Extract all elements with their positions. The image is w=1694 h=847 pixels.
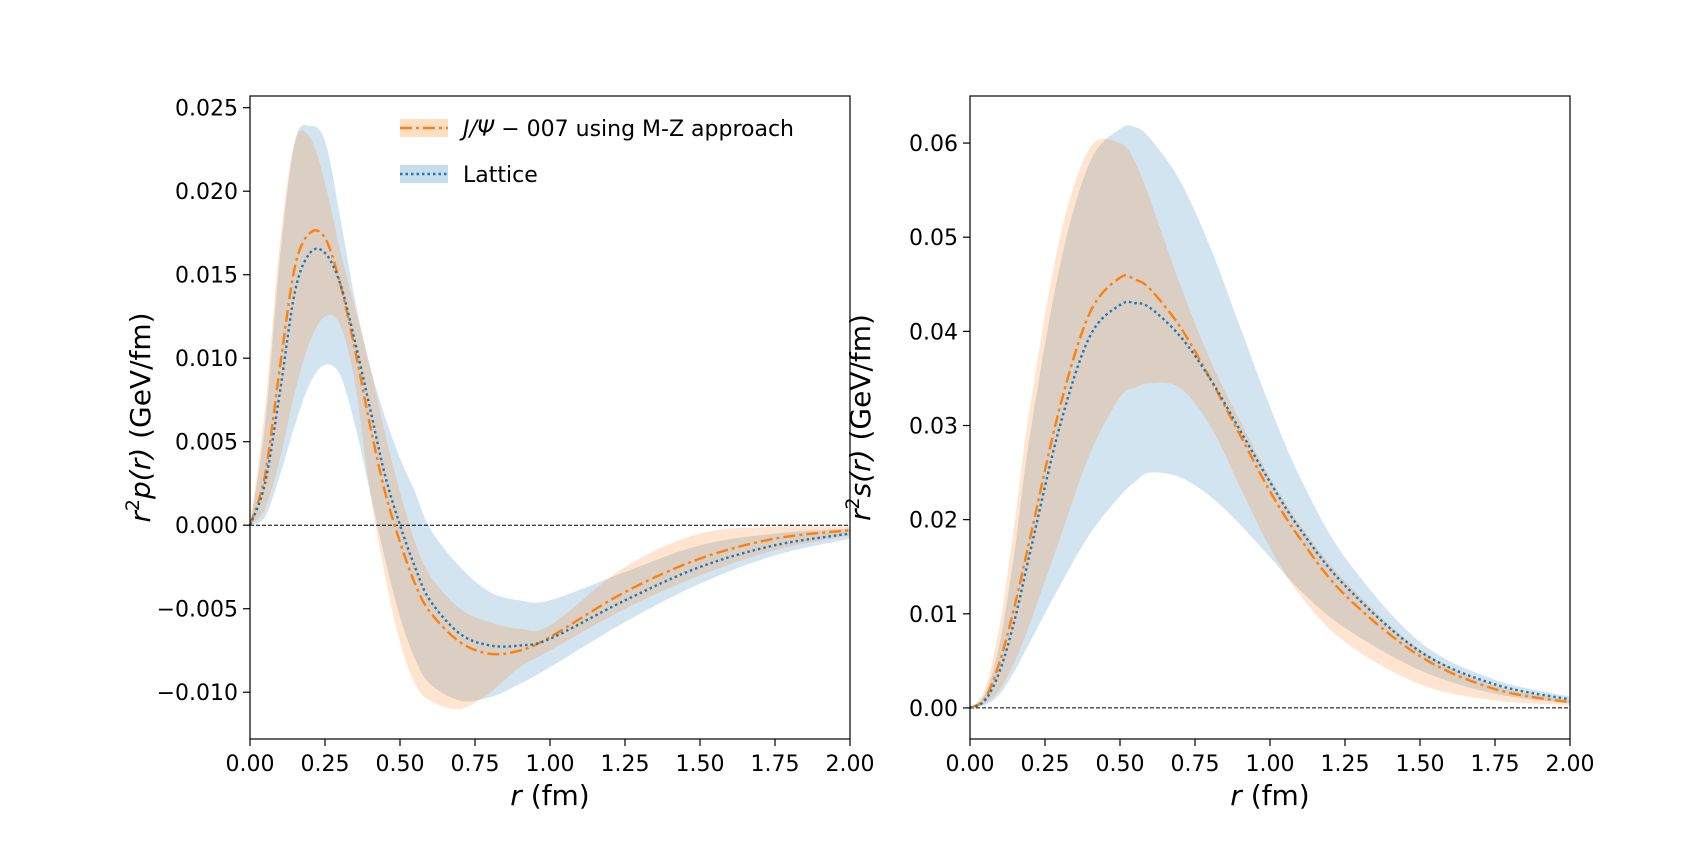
shear-ylabel-func: s(r) xyxy=(844,449,877,497)
pressure-lines xyxy=(248,229,851,656)
pressure-ytick-label: −0.005 xyxy=(157,598,238,623)
shear-xtick-label: 0.50 xyxy=(1096,752,1145,777)
shear-xtick-label: 1.25 xyxy=(1321,752,1370,777)
pressure-ylabel-r: r xyxy=(124,510,157,523)
pressure-ticks: 0.00 0.25 0.50 0.75 1.00 1.25 1.50 1.75 2.00 −0.0… xyxy=(157,97,875,777)
shear-ytick-label: 0.02 xyxy=(909,509,958,534)
legend: J/Ψ − 007 using M-Z approach Lattice xyxy=(400,117,794,188)
pressure-xlabel-var: r xyxy=(510,779,523,812)
pressure-bands xyxy=(250,125,850,710)
shear-line-jpsi xyxy=(969,274,1571,710)
shear-x-axis-label: r (fm) xyxy=(1230,779,1309,812)
shear-xlabel-var: r xyxy=(1230,779,1243,812)
pressure-xtick-label: 1.25 xyxy=(601,752,650,777)
shear-ticks: 0.00 0.25 0.50 0.75 1.00 1.25 1.50 1.75 2.00 0.00… xyxy=(909,132,1594,777)
pressure-ytick-label: −0.010 xyxy=(157,681,238,706)
shear-xtick-label: 1.75 xyxy=(1471,752,1520,777)
pressure-ylabel-unit: (GeV/fm) xyxy=(124,312,157,447)
legend-label-jpsi-rest: − 007 using M-Z approach xyxy=(494,117,794,142)
pressure-panel: 0.00 0.25 0.50 0.75 1.00 1.25 1.50 1.75 2.00 −0.0… xyxy=(122,95,875,812)
shear-y-axis-label: r2s(r) (GeV/fm) xyxy=(842,314,877,521)
shear-ytick-label: 0.03 xyxy=(909,415,958,440)
pressure-y-axis-label: r2p(r) (GeV/fm) xyxy=(122,312,157,522)
shear-band-lattice xyxy=(970,125,1570,708)
shear-xtick-label: 0.00 xyxy=(946,752,995,777)
shear-ylabel-r: r xyxy=(844,508,877,521)
pressure-ytick-label: 0.025 xyxy=(175,97,238,122)
pressure-ytick-label: 0.015 xyxy=(175,264,238,289)
legend-label-lattice: Lattice xyxy=(463,163,538,188)
shear-xtick-label: 1.00 xyxy=(1246,752,1295,777)
shear-ytick-label: 0.01 xyxy=(909,603,958,628)
pressure-ytick-label: 0.000 xyxy=(175,514,238,539)
shear-ytick-label: 0.00 xyxy=(909,697,958,722)
shear-xtick-label: 0.25 xyxy=(1021,752,1070,777)
shear-bands xyxy=(970,125,1570,708)
pressure-line-jpsi xyxy=(248,229,851,656)
shear-xlabel-unit: (fm) xyxy=(1242,779,1310,812)
pressure-xtick-label: 0.50 xyxy=(376,752,425,777)
pressure-xtick-label: 2.00 xyxy=(826,752,875,777)
shear-ytick-label: 0.05 xyxy=(909,226,958,251)
shear-panel: 0.00 0.25 0.50 0.75 1.00 1.25 1.50 1.75 2.00 0.00… xyxy=(842,95,1594,812)
pressure-xtick-label: 1.50 xyxy=(676,752,725,777)
pressure-band-jpsi xyxy=(250,130,850,710)
shear-lines xyxy=(969,274,1571,710)
shear-xtick-label: 0.75 xyxy=(1171,752,1220,777)
pressure-ylabel-func: p(r) xyxy=(124,448,157,500)
pressure-ytick-label: 0.010 xyxy=(175,347,238,372)
legend-label-jpsi-italic: J/Ψ xyxy=(459,117,495,142)
legend-label-jpsi: J/Ψ − 007 using M-Z approach xyxy=(459,117,794,142)
shear-ylabel-unit: (GeV/fm) xyxy=(844,314,877,449)
shear-band-jpsi xyxy=(970,138,1570,708)
pressure-ylabel-sup: 2 xyxy=(122,499,144,511)
shear-ytick-label: 0.04 xyxy=(909,320,958,345)
shear-line-lattice xyxy=(969,300,1571,710)
pressure-ytick-label: 0.005 xyxy=(175,431,238,456)
shear-ytick-label: 0.06 xyxy=(909,132,958,157)
pressure-band-lattice xyxy=(250,125,850,702)
shear-ylabel-sup: 2 xyxy=(842,497,864,509)
shear-xtick-label: 1.50 xyxy=(1396,752,1445,777)
pressure-xlabel-unit: (fm) xyxy=(522,779,590,812)
pressure-xtick-label: 1.00 xyxy=(526,752,575,777)
pressure-line-lattice xyxy=(248,247,851,648)
pressure-xtick-label: 0.25 xyxy=(301,752,350,777)
pressure-x-axis-label: r (fm) xyxy=(510,779,589,812)
pressure-xtick-label: 1.75 xyxy=(751,752,800,777)
pressure-xtick-label: 0.00 xyxy=(226,752,275,777)
shear-xtick-label: 2.00 xyxy=(1546,752,1595,777)
pressure-ytick-label: 0.020 xyxy=(175,180,238,205)
pressure-xtick-label: 0.75 xyxy=(451,752,500,777)
